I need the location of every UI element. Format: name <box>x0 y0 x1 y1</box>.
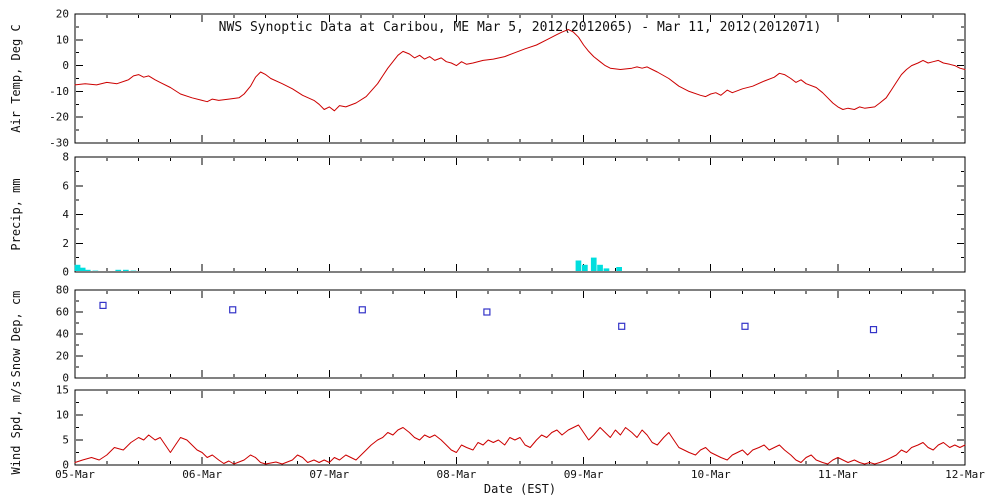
y-axis-label-air-temp: Air Temp, Deg C <box>9 24 23 132</box>
wind-speed-series <box>74 424 966 465</box>
snow-depth-marker <box>618 322 626 330</box>
y-tick-label: 6 <box>62 179 69 192</box>
precip-bar <box>575 260 582 271</box>
precip-bar <box>123 269 129 271</box>
precip-series <box>74 257 622 271</box>
x-axis-label: Date (EST) <box>484 482 556 496</box>
precip-bar <box>74 264 81 271</box>
y-tick-label: 80 <box>56 284 69 297</box>
x-tick-label: 11-Mar <box>818 468 858 481</box>
x-tick-label: 07-Mar <box>309 468 349 481</box>
precip-bar <box>616 267 622 271</box>
panel-snow-depth: 0 20 40 60 80 <box>56 284 966 385</box>
snow-depth-marker <box>229 306 237 314</box>
panel-wind-speed: 0 5 10 15 <box>56 384 966 472</box>
y-tick-label: 60 <box>56 306 69 319</box>
panel-precip: 0 2 4 6 8 <box>62 151 966 279</box>
y-axis-label-wind-speed: Wind Spd, m/s <box>9 381 23 475</box>
x-tick-label: 09-Mar <box>564 468 604 481</box>
y-tick-label: 0 <box>62 372 69 385</box>
y-axis-label-precip: Precip, mm <box>9 178 23 250</box>
x-tick-label: 12-Mar <box>945 468 985 481</box>
y-tick-label: -10 <box>49 85 69 98</box>
y-tick-label: 0 <box>62 459 69 472</box>
air-temp-series <box>74 29 966 112</box>
y-tick-label: -30 <box>49 137 69 150</box>
panel-air-temp: -30 -20 -10 0 10 20 <box>49 8 966 150</box>
y-tick-label: -20 <box>49 111 69 124</box>
snow-depth-series <box>99 301 878 334</box>
precip-bar <box>597 264 603 271</box>
series-layer <box>74 29 966 465</box>
precip-bar <box>582 264 588 271</box>
x-tick-label: 06-Mar <box>182 468 222 481</box>
precip-bar <box>590 257 597 271</box>
y-tick-label: 10 <box>56 33 69 46</box>
x-tick-label: 05-Mar <box>55 468 95 481</box>
y-tick-label: 15 <box>56 384 69 397</box>
snow-depth-marker <box>99 301 107 309</box>
y-tick-label: 10 <box>56 409 69 422</box>
precip-bar <box>115 269 122 271</box>
y-tick-label: 0 <box>62 266 69 279</box>
precip-bar <box>79 267 86 271</box>
snow-depth-marker <box>741 322 749 330</box>
precip-bar <box>603 268 610 271</box>
x-tick-label: 08-Mar <box>437 468 477 481</box>
snow-depth-marker <box>869 326 878 334</box>
precip-bar <box>84 269 91 271</box>
y-tick-label: 20 <box>56 350 69 363</box>
snow-depth-marker <box>358 306 366 314</box>
y-axis-label-snow-depth: Snow Dep, cm <box>9 291 23 378</box>
snow-depth-marker <box>483 308 491 316</box>
y-tick-label: 0 <box>62 59 69 72</box>
y-tick-label: 40 <box>56 328 69 341</box>
y-tick-label: 8 <box>62 151 69 164</box>
y-tick-label: 5 <box>62 434 69 447</box>
y-tick-label: 20 <box>56 8 69 21</box>
plot-title: NWS Synoptic Data at Caribou, ME Mar 5, … <box>219 20 822 35</box>
y-tick-label: 4 <box>62 208 69 221</box>
y-tick-label: 2 <box>62 237 69 250</box>
x-tick-label: 10-Mar <box>691 468 731 481</box>
